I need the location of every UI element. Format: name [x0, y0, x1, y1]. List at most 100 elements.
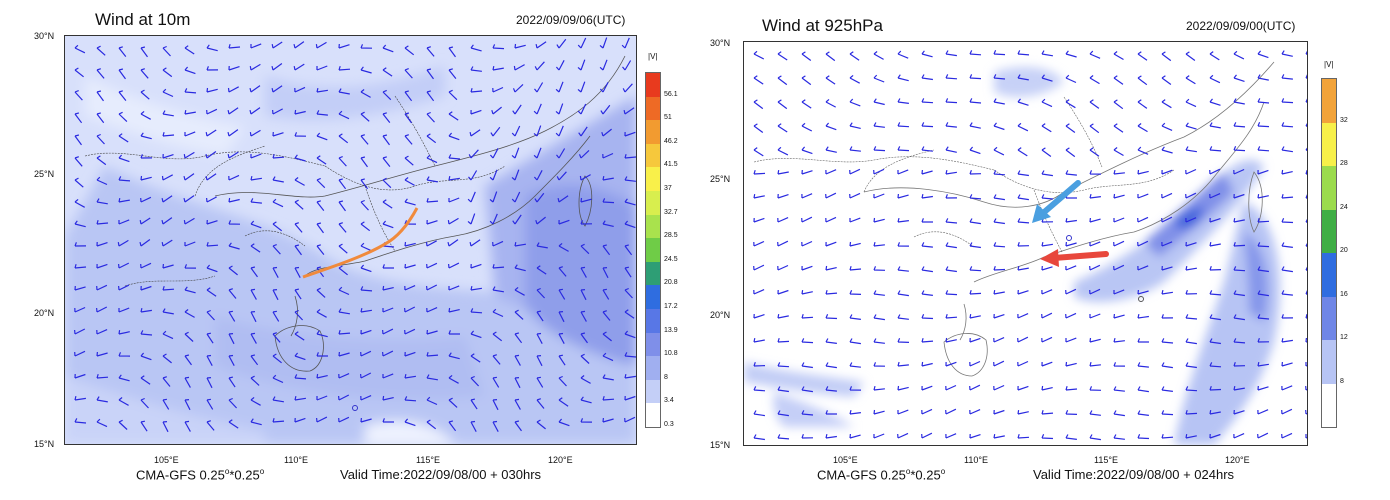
right-wind-barb: [753, 170, 766, 175]
right-lon-label-115: 115°E: [1094, 455, 1118, 465]
left-wind-barb: [514, 264, 526, 272]
left-wind-barb: [162, 286, 175, 291]
right-colorbar-segment: [1322, 296, 1336, 340]
right-wind-barb: [945, 433, 957, 439]
right-wind-barb: [1161, 434, 1174, 439]
left-wind-barb: [360, 66, 372, 74]
left-colorbar-tick-label: 37: [664, 185, 672, 192]
right-wind-barb: [897, 361, 909, 367]
right-panel-datetime: 2022/09/09/00(UTC): [1186, 19, 1296, 33]
left-wind-barb: [96, 155, 107, 166]
right-wind-barb: [993, 146, 1005, 156]
right-wind-barb: [1233, 242, 1246, 247]
right-wind-barb: [1257, 266, 1269, 273]
right-wind-barb: [849, 241, 861, 247]
left-wind-barb: [140, 330, 153, 336]
right-wind-barb: [1017, 313, 1029, 319]
right-wind-barb: [849, 266, 862, 271]
left-wind-barb: [272, 396, 284, 403]
left-wind-barb: [580, 396, 592, 404]
right-wind-barb: [1137, 265, 1149, 271]
left-wind-barb: [533, 125, 542, 137]
right-wind-barb: [873, 266, 886, 271]
left-wind-barb: [511, 147, 520, 159]
left-wind-barb: [467, 213, 476, 225]
left-wind-barb: [316, 132, 328, 141]
right-wind-barb: [1089, 241, 1101, 247]
left-coastlines: [214, 55, 626, 372]
left-wind-barb: [469, 129, 481, 137]
right-wind-barb: [1281, 122, 1294, 128]
right-colorbar-tick-label: 20: [1340, 247, 1348, 254]
right-wind-barb: [1041, 147, 1052, 157]
right-wind-barb: [897, 122, 910, 128]
left-wind-barb: [602, 175, 614, 181]
left-wind-barb: [426, 133, 437, 144]
right-wind-barb: [921, 50, 933, 58]
left-wind-barb: [556, 148, 566, 159]
right-wind-barb: [1233, 433, 1245, 439]
right-wind-barb: [825, 265, 837, 271]
right-colorbar-tick-label: 28: [1340, 160, 1348, 167]
right-wind-barb: [1305, 74, 1307, 79]
left-wind-barb: [514, 354, 521, 366]
left-wind-barb: [404, 177, 415, 186]
right-wind-barb: [1233, 74, 1245, 82]
left-wind-barb: [404, 155, 414, 166]
right-wind-barb: [801, 410, 814, 416]
left-wind-barb: [536, 355, 543, 367]
left-wind-barb: [316, 177, 326, 189]
right-wind-barb: [777, 123, 788, 133]
right-colorbar-tick-label: 24: [1340, 203, 1348, 211]
left-wind-barb: [338, 66, 351, 71]
left-wind-barb: [470, 109, 482, 115]
right-wind-barb: [1065, 410, 1078, 415]
right-wind-barb: [969, 360, 981, 367]
left-wind-barb: [118, 90, 127, 101]
left-wind-barb: [536, 376, 544, 388]
right-wind-barb: [921, 146, 933, 152]
left-wind-barb: [404, 306, 416, 313]
left-wind-barb: [205, 151, 217, 159]
left-wind-barb: [272, 266, 279, 278]
left-wind-barb: [382, 285, 394, 291]
left-wind-barb: [602, 310, 611, 321]
right-wind-barb: [1233, 122, 1246, 128]
right-wind-barb: [945, 361, 957, 367]
left-wind-barb: [96, 112, 105, 124]
left-wind-barb: [600, 104, 611, 115]
right-wind-barb: [1065, 337, 1077, 343]
left-wind-barb: [448, 262, 460, 269]
right-wind-barb: [945, 218, 958, 224]
right-wind-barb: [1065, 265, 1077, 271]
right-lat-label-20: 20°N: [710, 310, 731, 320]
left-wind-barb: [555, 81, 564, 93]
right-wind-barb: [1209, 217, 1221, 223]
right-wind-barb: [1161, 314, 1174, 319]
left-wind-barb: [227, 107, 239, 115]
left-wind-barb: [294, 266, 301, 278]
left-lat-label-25: 25°N: [34, 169, 55, 179]
right-wind-barb: [1233, 98, 1245, 105]
right-wind-barb: [1089, 434, 1101, 441]
right-wind-barb: [921, 169, 933, 175]
right-wind-barb: [801, 193, 813, 199]
left-wind-barb: [118, 307, 130, 313]
left-wind-barb: [382, 220, 394, 229]
right-wind-barb: [1113, 313, 1125, 319]
left-wind-barb: [206, 242, 219, 247]
right-wind-barb: [1185, 192, 1197, 199]
left-wind-barb: [118, 284, 130, 291]
right-wind-barb: [1305, 147, 1307, 151]
left-wind-barb: [250, 375, 260, 386]
right-wind-barb: [825, 338, 837, 344]
left-wind-barb: [514, 241, 526, 247]
right-footer-model-text: CMA-GFS 0.25: [817, 467, 906, 483]
left-wind-barb: [294, 177, 305, 186]
left-wind-barb: [404, 285, 416, 291]
left-wind-barb: [360, 329, 372, 335]
left-wind-barb: [294, 374, 307, 380]
left-wind-barb: [338, 308, 350, 315]
right-wind-barb: [1041, 361, 1053, 367]
right-wind-barb: [849, 433, 861, 439]
